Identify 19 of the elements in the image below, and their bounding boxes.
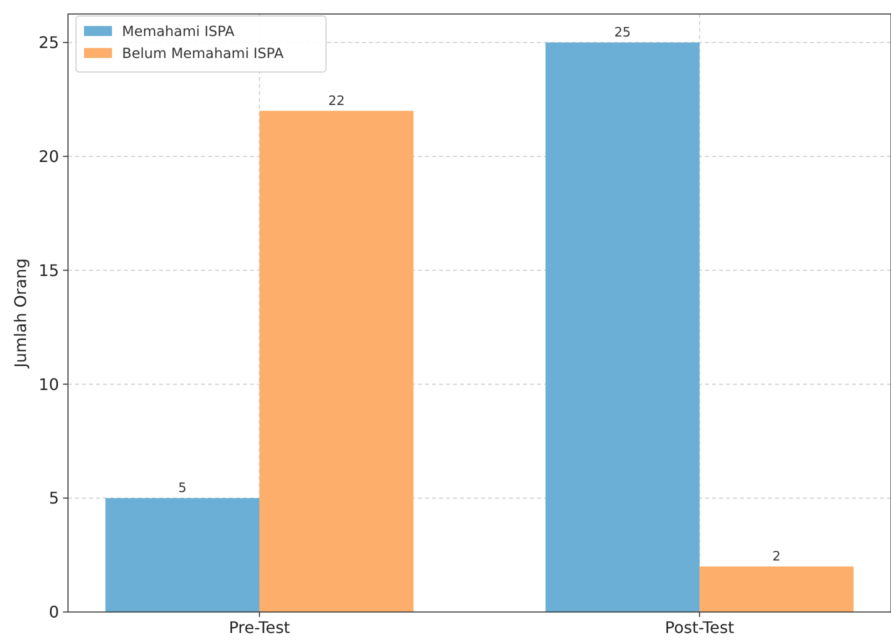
- data-label: 5: [178, 481, 187, 496]
- legend-label: Memahami ISPA: [122, 24, 235, 40]
- y-axis-title: Jumlah Orang: [11, 258, 30, 369]
- y-tick-label: 15: [38, 260, 59, 280]
- legend-label: Belum Memahami ISPA: [122, 46, 284, 62]
- data-label: 25: [614, 25, 631, 40]
- y-tick-label: 0: [48, 602, 59, 622]
- bar: [700, 566, 854, 612]
- bar: [546, 42, 700, 612]
- y-tick-label: 5: [48, 488, 59, 508]
- x-tick-label: Pre-Test: [228, 618, 290, 637]
- y-tick-label: 25: [38, 33, 59, 52]
- y-tick-label: 20: [38, 146, 59, 166]
- data-label: 2: [772, 549, 781, 564]
- x-tick-label: Post-Test: [664, 618, 734, 637]
- bar: [105, 498, 260, 612]
- bar: [259, 110, 414, 612]
- data-label: 22: [328, 94, 345, 109]
- y-tick-label: 10: [38, 374, 59, 394]
